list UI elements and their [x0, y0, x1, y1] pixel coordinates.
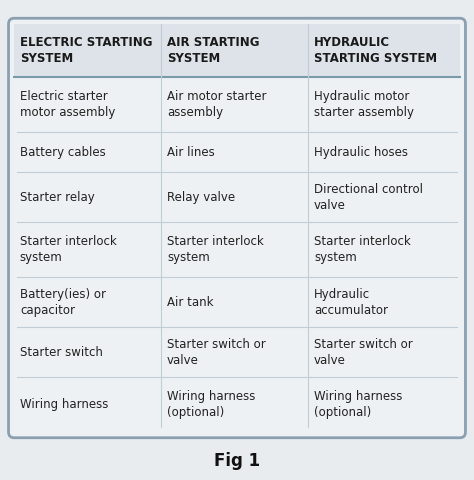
Text: Relay valve: Relay valve	[167, 191, 235, 204]
Text: Directional control
valve: Directional control valve	[314, 182, 423, 212]
Text: Hydraulic
accumulator: Hydraulic accumulator	[314, 288, 388, 316]
Text: Air lines: Air lines	[167, 145, 215, 158]
Text: Air tank: Air tank	[167, 296, 213, 309]
Text: AIR STARTING
SYSTEM: AIR STARTING SYSTEM	[167, 36, 259, 65]
Text: Starter interlock
system: Starter interlock system	[20, 235, 117, 264]
Text: Electric starter
motor assembly: Electric starter motor assembly	[20, 90, 115, 119]
Text: Battery(ies) or
capacitor: Battery(ies) or capacitor	[20, 288, 106, 316]
Text: HYDRAULIC
STARTING SYSTEM: HYDRAULIC STARTING SYSTEM	[314, 36, 437, 65]
Text: Starter relay: Starter relay	[20, 191, 95, 204]
Text: Starter switch: Starter switch	[20, 346, 103, 359]
Text: Battery cables: Battery cables	[20, 145, 106, 158]
Text: Wiring harness: Wiring harness	[20, 398, 108, 411]
Text: Air motor starter
assembly: Air motor starter assembly	[167, 90, 266, 119]
Text: ELECTRIC STARTING
SYSTEM: ELECTRIC STARTING SYSTEM	[20, 36, 153, 65]
Text: Starter interlock
system: Starter interlock system	[314, 235, 411, 264]
Text: Fig 1: Fig 1	[214, 452, 260, 470]
Text: Starter switch or
valve: Starter switch or valve	[167, 337, 266, 367]
Bar	[14, 24, 460, 77]
Text: Wiring harness
(optional): Wiring harness (optional)	[167, 390, 255, 419]
Text: Starter switch or
valve: Starter switch or valve	[314, 337, 413, 367]
Text: Starter interlock
system: Starter interlock system	[167, 235, 264, 264]
FancyBboxPatch shape	[9, 18, 465, 438]
Text: Hydraulic motor
starter assembly: Hydraulic motor starter assembly	[314, 90, 414, 119]
Text: Wiring harness
(optional): Wiring harness (optional)	[314, 390, 402, 419]
Text: Hydraulic hoses: Hydraulic hoses	[314, 145, 408, 158]
